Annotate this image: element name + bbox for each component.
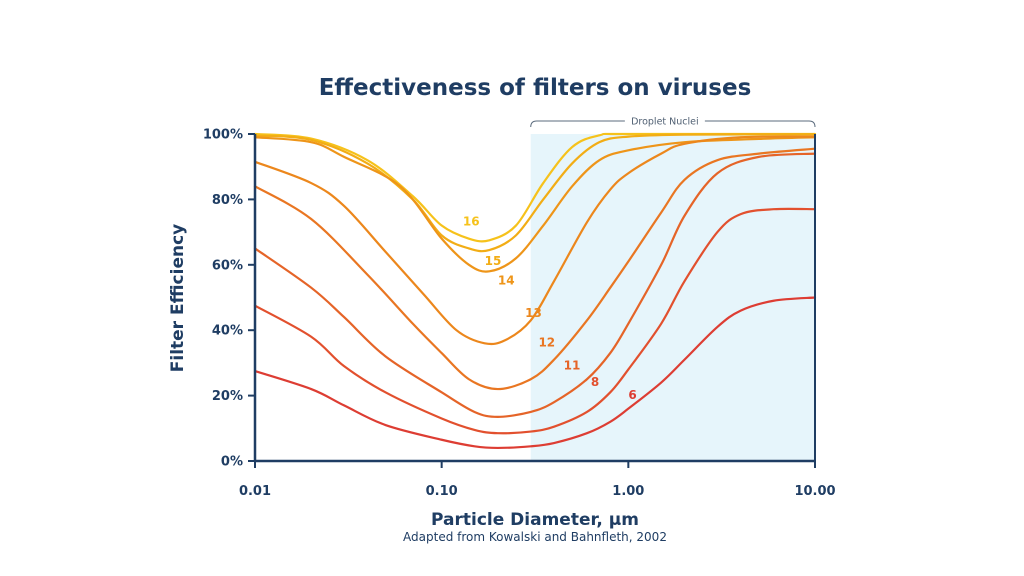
droplet-nuclei-label-background — [624, 115, 705, 127]
series-line-8 — [253, 207, 817, 435]
x-tick-label: 10.00 — [794, 484, 835, 499]
y-tick-label: 80% — [212, 193, 243, 208]
series-label-12: 12 — [538, 336, 555, 350]
y-tick-label: 100% — [203, 128, 243, 143]
series-label-15: 15 — [485, 254, 502, 268]
x-tick-label: 0.01 — [239, 484, 271, 499]
series-label-16: 16 — [463, 215, 480, 229]
droplet-nuclei-region — [530, 134, 815, 461]
series-layer: 16 15 14 13 12 11 8 6 — [253, 132, 817, 450]
y-tick-label: 60% — [212, 258, 243, 273]
tick-layer: 0% 20% 40% 60% 80% 100% 0.01 0.10 1.00 10.00 — [203, 128, 836, 500]
series-label-8: 8 — [591, 375, 599, 389]
x-axis-label: Particle Diameter, µm — [431, 510, 639, 530]
series-label-11: 11 — [564, 358, 581, 372]
x-tick-label: 0.10 — [426, 484, 458, 499]
chart-title: Effectiveness of filters on viruses — [319, 75, 752, 101]
droplet-nuclei-label: Droplet Nuclei — [631, 117, 699, 128]
series-line-15 — [253, 133, 817, 253]
axes — [253, 134, 816, 463]
series-line-14 — [253, 136, 817, 273]
y-tick-label: 40% — [212, 324, 243, 339]
series-line-6 — [253, 296, 817, 450]
series-label-13: 13 — [525, 306, 542, 320]
series-line-12 — [253, 147, 817, 391]
series-label-6: 6 — [628, 388, 636, 402]
y-tick-label: 0% — [221, 455, 243, 470]
x-tick-label: 1.00 — [612, 484, 644, 499]
series-line-11 — [253, 152, 817, 418]
y-axis-label: Filter Efficiency — [168, 224, 188, 373]
series-line-16 — [253, 132, 817, 243]
series-line-13 — [253, 135, 817, 346]
series-label-14: 14 — [498, 273, 515, 287]
y-tick-label: 20% — [212, 389, 243, 404]
source-note: Adapted from Kowalski and Bahnfleth, 200… — [403, 530, 667, 544]
